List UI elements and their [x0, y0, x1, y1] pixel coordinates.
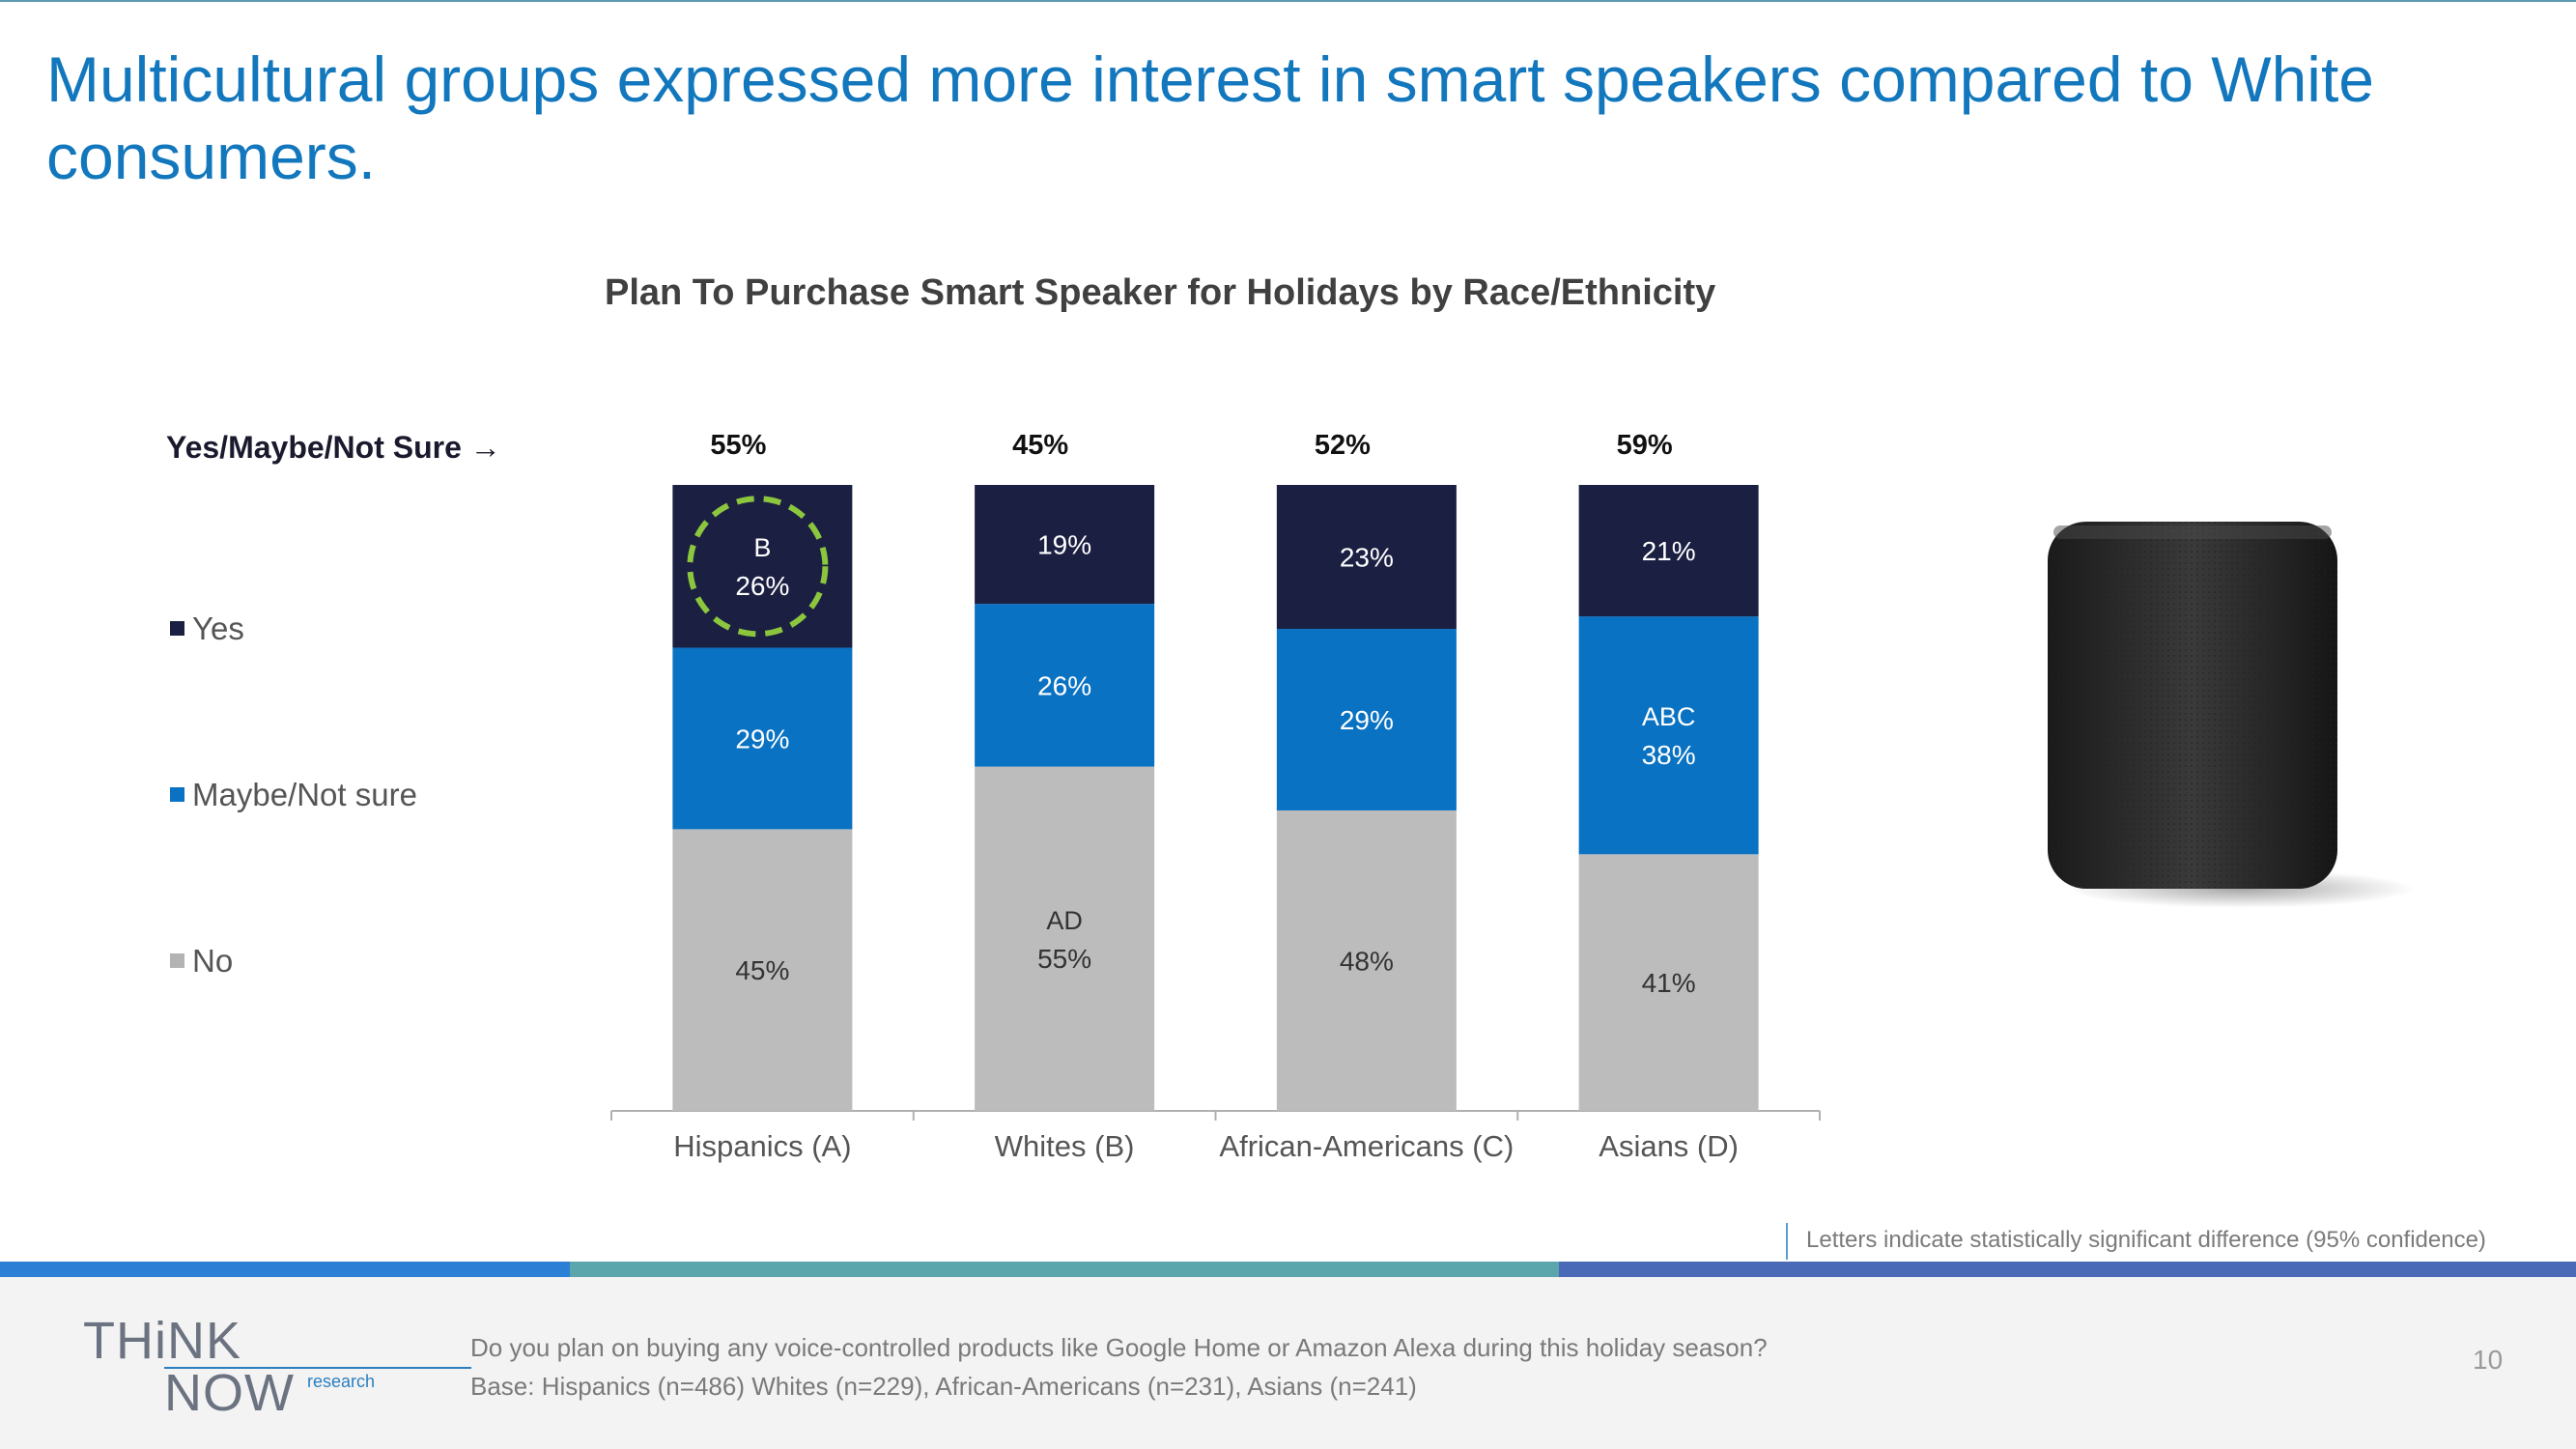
data-label: 21%	[1642, 536, 1696, 566]
category-label: Hispanics (A)	[673, 1129, 851, 1163]
bar-segment	[672, 829, 853, 1111]
sig-letter-label: ABC	[1642, 702, 1696, 731]
stacked-bar-chart: 45% 29% B 26% 55% Hispanics (A) AD 55% 26% 19% 45%…	[610, 430, 1821, 1163]
bar-segment	[1276, 810, 1457, 1111]
total-label: 55%	[710, 430, 766, 461]
data-label: 29%	[735, 724, 789, 753]
data-label: 48%	[1340, 946, 1394, 976]
logo-underline	[164, 1367, 471, 1369]
chart-title: Plan To Purchase Smart Speaker for Holid…	[605, 272, 1716, 313]
legend-swatch-yes	[170, 620, 184, 636]
highlight-circle	[687, 496, 829, 638]
footer-band-3	[1559, 1262, 2576, 1277]
footer-band-2	[570, 1262, 1559, 1277]
smart-speaker-image	[2048, 522, 2415, 908]
legend-header: Yes/Maybe/Not Sure →	[166, 430, 501, 465]
footer	[0, 1277, 2576, 1449]
logo-think: THiNK	[83, 1312, 241, 1370]
bar-segment	[975, 485, 1155, 605]
total-label: 52%	[1315, 430, 1371, 461]
logo-now: NOW	[164, 1364, 295, 1422]
data-label: 23%	[1340, 543, 1394, 573]
bar-segment	[1578, 485, 1759, 617]
bar-segment	[975, 604, 1155, 767]
legend-label-yes: Yes	[192, 611, 244, 646]
bar-segment	[1578, 616, 1759, 855]
total-label: 59%	[1617, 430, 1673, 461]
footer-base: Base: Hispanics (n=486) Whites (n=229), …	[470, 1372, 1417, 1401]
category-label: Asians (D)	[1599, 1129, 1739, 1163]
legend-item-maybe: Maybe/Not sure	[170, 777, 417, 813]
data-label: 45%	[735, 955, 789, 985]
legend-item-no: No	[170, 943, 233, 980]
logo-research: research	[307, 1372, 376, 1391]
category-label: African-Americans (C)	[1219, 1129, 1514, 1163]
page-number: 10	[2473, 1345, 2504, 1375]
data-label: 26%	[1037, 670, 1091, 700]
legend-swatch-maybe	[170, 786, 184, 802]
sig-letter-label: AD	[1046, 906, 1083, 935]
footer-band-1	[0, 1262, 570, 1277]
top-rule	[0, 0, 2576, 2]
data-label: 38%	[1642, 740, 1696, 770]
legend-item-yes: Yes	[170, 611, 244, 647]
category-label: Whites (B)	[995, 1129, 1135, 1163]
note-divider	[1786, 1223, 1788, 1260]
legend-label-no: No	[192, 943, 234, 979]
legend-swatch-no	[170, 952, 184, 968]
data-label: 41%	[1642, 968, 1696, 998]
bar-segment	[672, 647, 853, 830]
legend-label-maybe: Maybe/Not sure	[192, 777, 417, 812]
total-label: 45%	[1012, 430, 1068, 461]
slide-title: Multicultural groups expressed more inte…	[46, 43, 2374, 192]
sig-letter-label: B	[753, 533, 771, 562]
data-label: 26%	[735, 571, 789, 601]
data-label: 19%	[1037, 530, 1091, 560]
bar-segment	[1276, 485, 1457, 630]
footer-question: Do you plan on buying any voice-controll…	[470, 1333, 1768, 1362]
bar-segment	[1276, 629, 1457, 810]
data-label: 55%	[1037, 944, 1091, 974]
bar-segment	[975, 766, 1155, 1111]
thinknow-logo: THiNK NOW research	[83, 1312, 471, 1422]
bar-segment	[1578, 854, 1759, 1111]
data-label: 29%	[1340, 705, 1394, 735]
significance-note: Letters indicate statistically significa…	[1806, 1227, 2486, 1253]
